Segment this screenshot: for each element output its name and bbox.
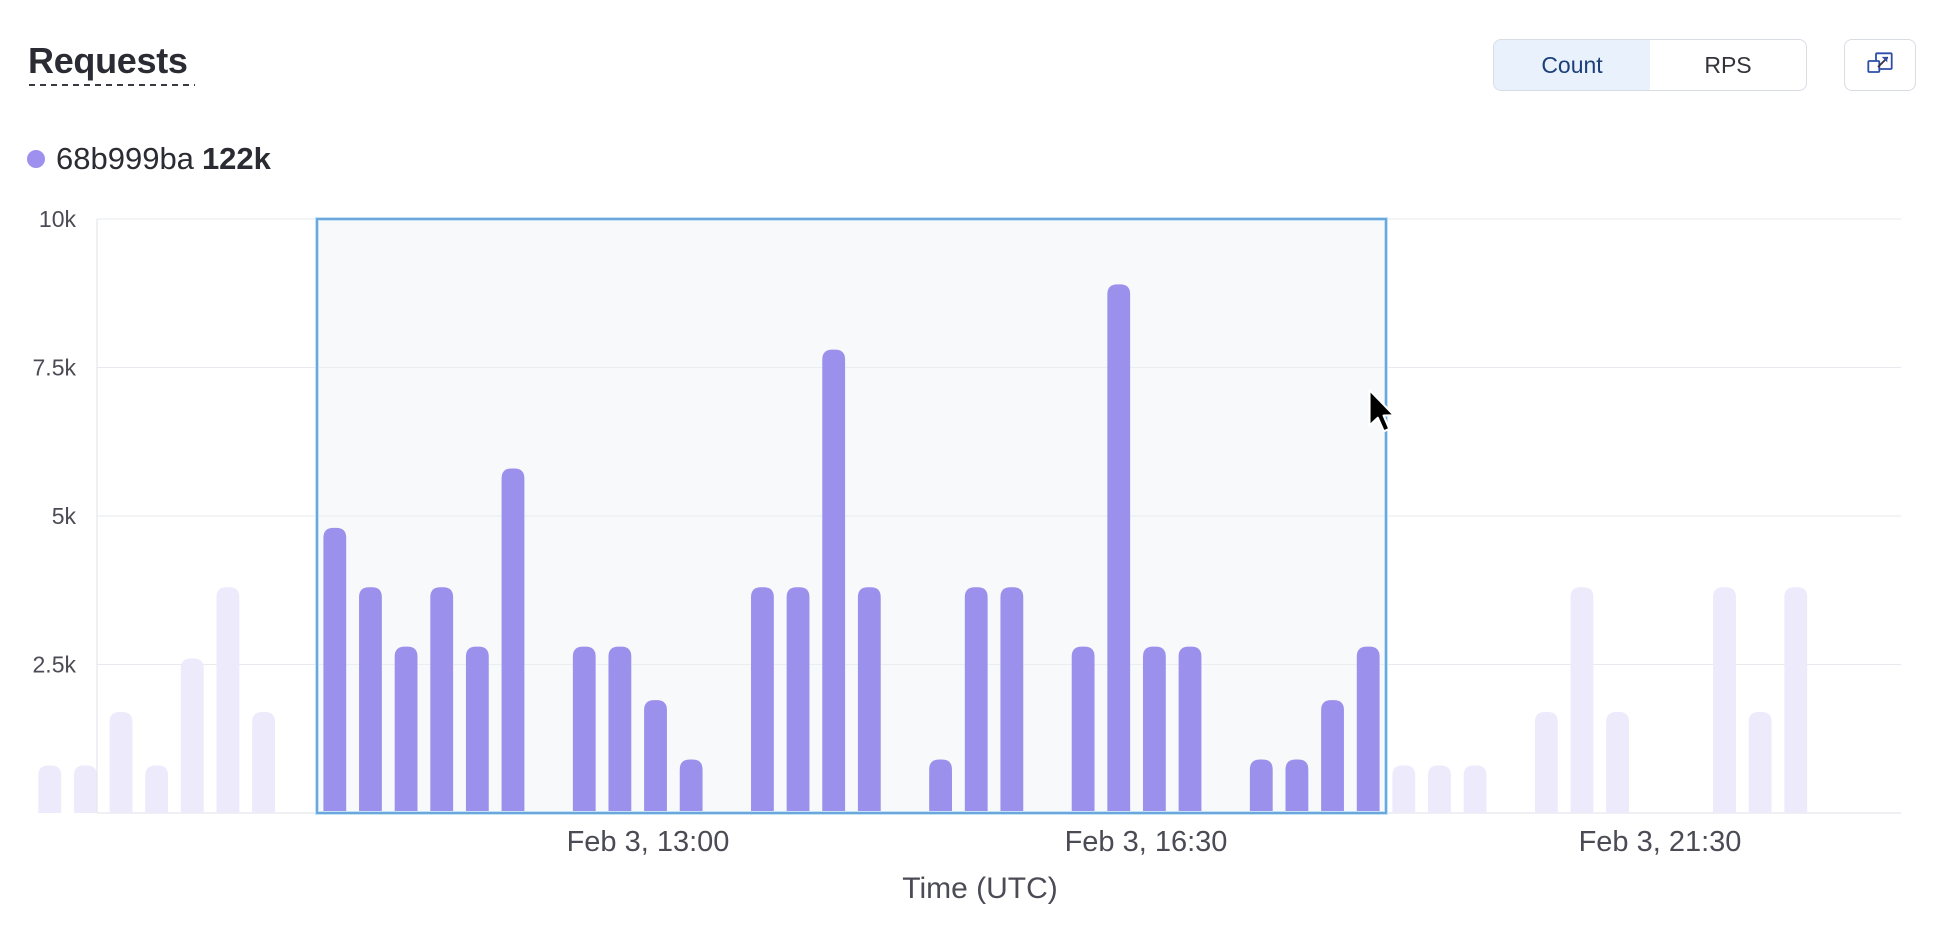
svg-text:2.5k: 2.5k [33,652,77,678]
svg-text:Feb 3, 21:30: Feb 3, 21:30 [1579,826,1742,858]
svg-text:5k: 5k [52,503,77,529]
svg-text:Feb 3, 16:30: Feb 3, 16:30 [1065,826,1228,858]
svg-text:7.5k: 7.5k [33,355,77,381]
svg-text:Feb 3, 13:00: Feb 3, 13:00 [567,826,730,858]
svg-text:10k: 10k [39,206,77,232]
